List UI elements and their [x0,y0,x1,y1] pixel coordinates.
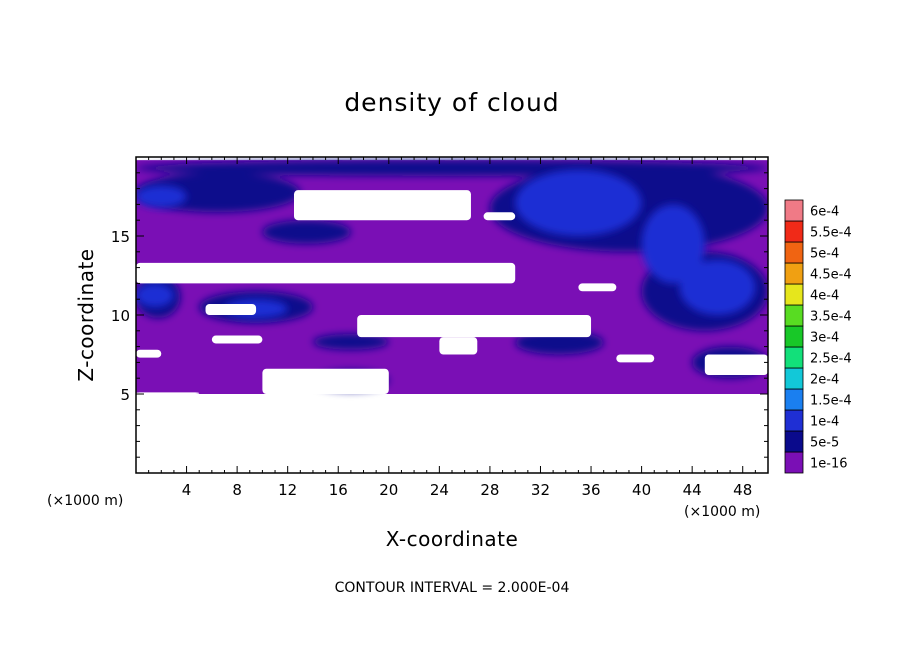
y-axis: 5 10 15 [111,172,768,458]
colorbar-swatch [784,262,804,285]
dark-blue-region [262,220,351,244]
colorbar-label: 1e-4 [810,415,839,430]
white-gap [262,368,389,394]
mid-blue-region [641,204,705,284]
x-tick-label: 4 [182,481,192,499]
x-tick-label: 16 [329,481,348,499]
no-cloud-gaps [136,190,768,394]
colorbar-swatch [784,430,804,453]
plot-area [136,160,768,394]
mid-blue-region [136,283,174,308]
x-tick-label: 24 [430,481,449,499]
y-tick-label: 15 [111,228,130,246]
colorbar-label: 2e-4 [810,373,839,388]
colorbar-swatch [784,325,804,348]
x-tick-label: 32 [531,481,550,499]
x-axis-unit-left: (×1000 m) [47,493,123,509]
white-gap [704,354,768,376]
mid-blue-region [679,259,756,315]
contour-interval-note: CONTOUR INTERVAL = 2.000E-04 [335,580,570,596]
colorbar-swatch [784,241,804,264]
x-tick-label: 28 [480,481,499,499]
mid-blue-region [136,185,187,208]
white-gap [357,315,592,338]
y-axis-label: Z-coordinate [74,248,98,381]
colorbar-swatch [784,283,804,306]
x-tick-label: 36 [581,481,600,499]
white-gap [578,283,617,292]
y-tick-label: 5 [120,386,130,404]
mid-blue-region [515,169,642,237]
white-gap [136,349,162,358]
colorbar-label: 5e-4 [810,247,839,262]
x-tick-label: 48 [733,481,752,499]
colorbar-swatch [784,199,804,222]
colorbar-label: 3e-4 [810,331,839,346]
dark-blue-region [312,333,389,350]
x-axis: 4 8 12 16 20 24 28 32 36 40 44 48 [148,157,756,499]
y-tick-label: 10 [111,307,130,325]
white-gap [136,262,516,284]
colorbar-label: 3.5e-4 [810,310,852,325]
white-gap [211,335,263,344]
colorbar-swatch [784,346,804,369]
colorbar-swatch [784,388,804,411]
white-gap [294,190,471,221]
white-gap [483,212,516,221]
white-gap [136,392,200,394]
mid-blue-region-group [136,169,756,319]
colorbar-swatch [784,304,804,327]
x-tick-label: 44 [683,481,702,499]
colorbar-label: 5e-5 [810,436,839,451]
x-axis-label: X-coordinate [386,527,519,551]
colorbar-swatch [784,367,804,390]
colorbar-label: 1e-16 [810,457,848,472]
colorbar-swatch [784,409,804,432]
colorbar-label: 1.5e-4 [810,394,852,409]
x-axis-unit-right: (×1000 m) [684,504,760,520]
x-tick-label: 20 [379,481,398,499]
chart-title: density of cloud [344,88,559,117]
white-gap [205,303,257,315]
colorbar: 1e-16 5e-5 1e-4 1.5e-4 2e-4 2.5e-4 3e-4 3.5e-4 4… [784,199,852,474]
colorbar-label: 4e-4 [810,289,839,304]
colorbar-swatch [784,451,804,474]
colorbar-swatch [784,220,804,243]
x-tick-label: 40 [632,481,651,499]
white-gap [616,354,655,363]
colorbar-label: 4.5e-4 [810,268,852,283]
colorbar-label: 6e-4 [810,205,839,220]
colorbar-label: 2.5e-4 [810,352,852,367]
x-tick-label: 8 [232,481,242,499]
colorbar-label: 5.5e-4 [810,226,852,241]
x-tick-label: 12 [278,481,297,499]
white-gap [439,337,478,355]
